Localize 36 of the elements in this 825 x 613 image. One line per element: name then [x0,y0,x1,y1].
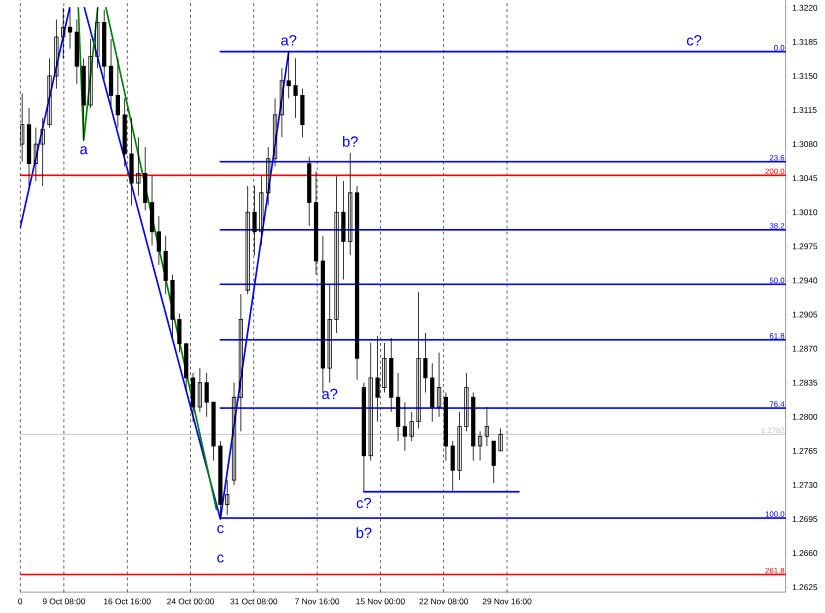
y-tick-label: 1.3080 [792,141,818,148]
annotation: c [217,525,224,534]
y-tick-label: 1.2765 [792,448,818,454]
y-tick-label: 1.2905 [792,312,818,318]
y-tick-label: 1.3185 [792,39,818,45]
y-tick-label: 1.2625 [792,584,818,590]
x-tick-label: 16 Oct 16:00 [104,598,151,605]
y-tick-label: 1.2695 [792,516,818,522]
y-tick-label: 1.2660 [792,550,818,556]
annotation: b? [343,136,358,147]
x-tick-label: 0 [18,598,22,605]
annotation: c? [686,35,702,46]
annotation: c? [356,498,372,508]
x-tick-label: 7 Nov 16:00 [295,598,340,605]
y-tick-label: 1.3220 [792,5,818,11]
annotation: c [217,554,224,563]
x-tick-label: 22 Nov 08:00 [419,598,468,605]
x-tick-label: 29 Nov 16:00 [482,598,532,605]
y-tick-label: 1.3115 [792,107,817,114]
y-tick-label: 1.2800 [792,414,818,420]
x-tick-label: 15 Nov 00:00 [356,598,405,605]
annotation: a? [281,35,296,46]
y-tick-label: 1.2835 [792,380,818,386]
y-tick-label: 1.2940 [792,278,818,284]
x-tick-label: 24 Oct 00:00 [167,598,214,605]
y-tick-label: 1.3150 [792,73,818,80]
y-tick-label: 1.2975 [792,244,818,250]
y-tick-label: 1.3010 [792,210,818,216]
x-tick-label: 9 Oct 08:00 [42,598,86,605]
y-tick-label: 1.2730 [792,482,818,488]
x-tick-label: 31 Oct 08:00 [230,598,278,605]
annotation: a [80,146,88,154]
y-tick-label: 1.3045 [792,175,818,182]
annotation: b? [356,527,372,538]
annotation: a? [322,388,338,400]
y-tick-label: 1.2870 [792,346,818,352]
